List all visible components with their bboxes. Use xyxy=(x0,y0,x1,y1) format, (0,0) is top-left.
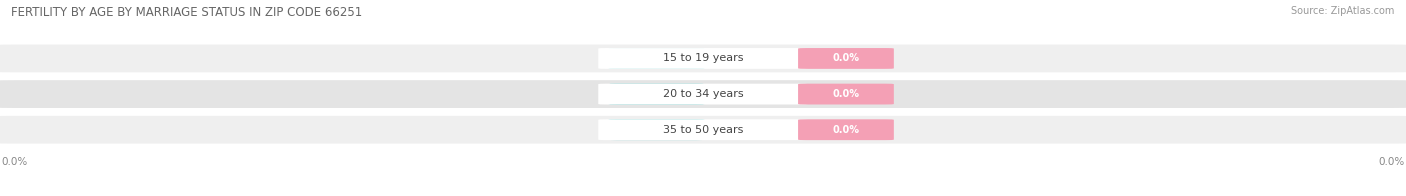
Text: FERTILITY BY AGE BY MARRIAGE STATUS IN ZIP CODE 66251: FERTILITY BY AGE BY MARRIAGE STATUS IN Z… xyxy=(11,6,363,19)
Text: 20 to 34 years: 20 to 34 years xyxy=(662,89,744,99)
FancyBboxPatch shape xyxy=(799,119,894,140)
Text: Source: ZipAtlas.com: Source: ZipAtlas.com xyxy=(1291,6,1395,16)
FancyBboxPatch shape xyxy=(609,48,704,69)
Text: 0.0%: 0.0% xyxy=(832,54,859,64)
Text: 0.0%: 0.0% xyxy=(832,89,859,99)
FancyBboxPatch shape xyxy=(0,44,1406,72)
Text: 0.0%: 0.0% xyxy=(643,54,671,64)
FancyBboxPatch shape xyxy=(599,119,807,140)
Text: 0.0%: 0.0% xyxy=(643,125,671,135)
FancyBboxPatch shape xyxy=(609,119,704,140)
Text: 35 to 50 years: 35 to 50 years xyxy=(662,125,744,135)
Text: 0.0%: 0.0% xyxy=(643,89,671,99)
FancyBboxPatch shape xyxy=(0,80,1406,108)
Text: 0.0%: 0.0% xyxy=(832,125,859,135)
FancyBboxPatch shape xyxy=(599,48,807,69)
Text: 15 to 19 years: 15 to 19 years xyxy=(662,54,744,64)
FancyBboxPatch shape xyxy=(0,116,1406,144)
FancyBboxPatch shape xyxy=(799,48,894,69)
FancyBboxPatch shape xyxy=(799,84,894,104)
FancyBboxPatch shape xyxy=(599,84,807,104)
FancyBboxPatch shape xyxy=(609,84,704,104)
